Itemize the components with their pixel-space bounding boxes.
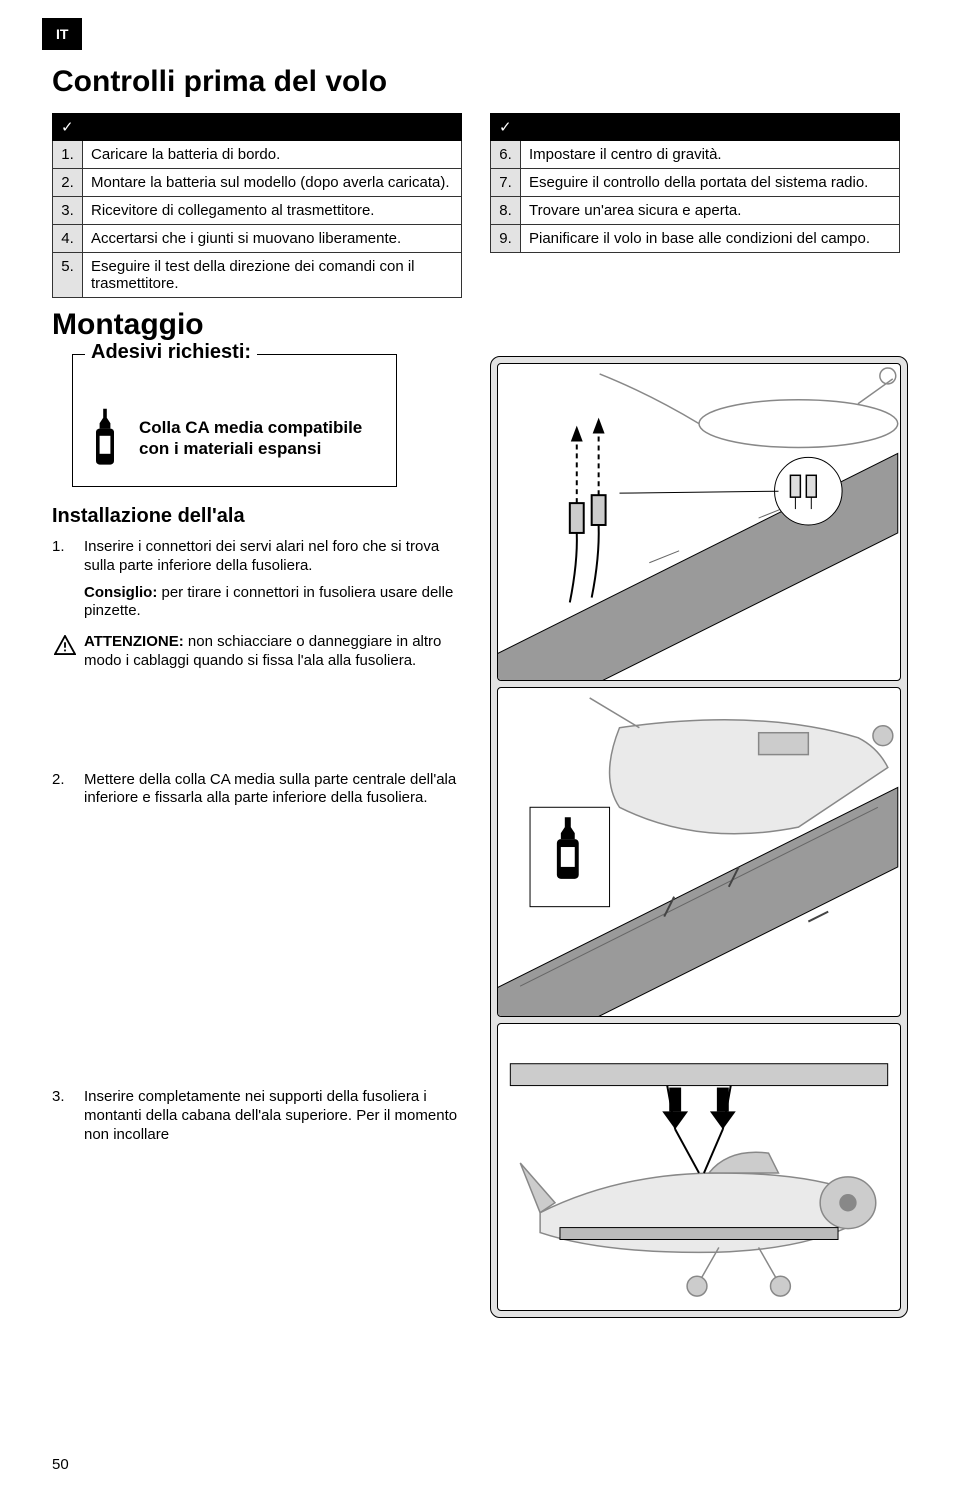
table-row: 3.Ricevitore di collegamento al trasmett…	[53, 197, 462, 225]
row-text: Montare la batteria sul modello (dopo av…	[83, 169, 462, 197]
caution-block: ATTENZIONE: non schiacciare o danneggiar…	[52, 633, 462, 671]
step-3: 3. Inserire completamente nei supporti d…	[52, 1088, 462, 1144]
language-tab: IT	[42, 18, 82, 50]
zoom-lens-panel	[490, 356, 908, 1318]
assembly-title: Montaggio	[52, 308, 908, 342]
step-2: 2. Mettere della colla CA media sulla pa…	[52, 771, 462, 809]
tip-label: Consiglio:	[84, 584, 157, 601]
warning-icon	[54, 633, 76, 671]
table-row: 4.Accertarsi che i giunti si muovano lib…	[53, 225, 462, 253]
glue-bottle-icon	[87, 407, 123, 470]
step-text: Inserire completamente nei supporti dell…	[52, 1088, 462, 1144]
table-row: 8.Trovare un'area sicura e aperta.	[491, 197, 900, 225]
row-num: 2.	[53, 169, 83, 197]
step-number: 1.	[52, 538, 65, 555]
diagram-frame-1	[497, 363, 901, 681]
row-num: 4.	[53, 225, 83, 253]
row-text: Accertarsi che i giunti si muovano liber…	[83, 225, 462, 253]
step-number: 2.	[52, 771, 65, 788]
page-title: Controlli prima del volo	[52, 65, 908, 99]
diagram-frame-3	[497, 1023, 901, 1311]
row-num: 9.	[491, 225, 521, 253]
step-text: Inserire i connettori dei servi alari ne…	[84, 538, 462, 576]
wing-install-title: Installazione dell'ala	[52, 505, 462, 528]
table-row: 6.Impostare il centro di gravità.	[491, 141, 900, 169]
row-num: 7.	[491, 169, 521, 197]
table-row: 2.Montare la batteria sul modello (dopo …	[53, 169, 462, 197]
row-num: 5.	[53, 253, 83, 298]
step-1: 1. Inserire i connettori dei servi alari…	[52, 538, 462, 621]
table-row: 5.Eseguire il test della direzione dei c…	[53, 253, 462, 298]
row-text: Caricare la batteria di bordo.	[83, 141, 462, 169]
checklist-table-right: ✓ 6.Impostare il centro di gravità. 7.Es…	[490, 113, 900, 253]
adhesives-legend: Adesivi richiesti:	[85, 341, 257, 364]
row-text: Eseguire il controllo della portata del …	[521, 169, 900, 197]
step-tip: Consiglio: per tirare i connettori in fu…	[84, 584, 462, 622]
table-row: 9.Pianificare il volo in base alle condi…	[491, 225, 900, 253]
row-num: 6.	[491, 141, 521, 169]
row-text: Trovare un'area sicura e aperta.	[521, 197, 900, 225]
page-number: 50	[52, 1456, 69, 1473]
checklist-header: ✓	[53, 114, 462, 141]
glue-text: Colla CA media compatibile con i materia…	[139, 418, 382, 459]
step-number: 3.	[52, 1088, 65, 1105]
row-text: Eseguire il test della direzione dei com…	[83, 253, 462, 298]
row-text: Pianificare il volo in base alle condizi…	[521, 225, 900, 253]
caution-label: ATTENZIONE:	[84, 633, 184, 650]
row-text: Impostare il centro di gravità.	[521, 141, 900, 169]
checklist-header: ✓	[491, 114, 900, 141]
row-num: 1.	[53, 141, 83, 169]
checklist-table-left: ✓ 1.Caricare la batteria di bordo. 2.Mon…	[52, 113, 462, 298]
adhesives-box: Adesivi richiesti: Colla CA media compat…	[72, 354, 397, 487]
table-row: 7.Eseguire il controllo della portata de…	[491, 169, 900, 197]
diagram-frame-2	[497, 687, 901, 1017]
row-num: 3.	[53, 197, 83, 225]
row-text: Ricevitore di collegamento al trasmettit…	[83, 197, 462, 225]
table-row: 1.Caricare la batteria di bordo.	[53, 141, 462, 169]
step-text: Mettere della colla CA media sulla parte…	[52, 771, 462, 809]
row-num: 8.	[491, 197, 521, 225]
